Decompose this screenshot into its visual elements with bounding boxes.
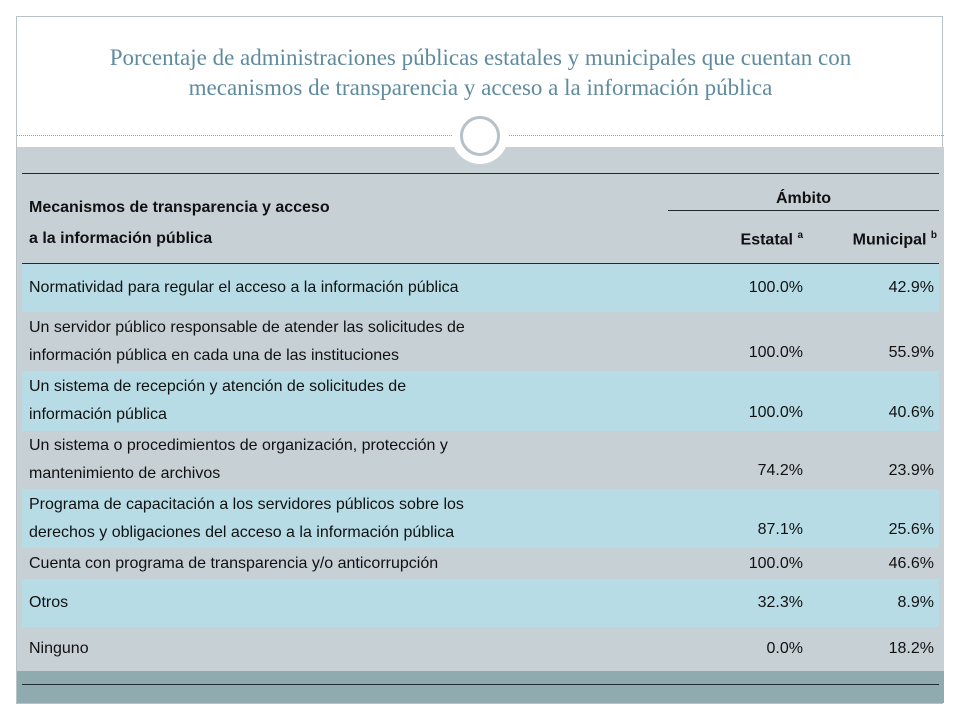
- table-row: Otros 32.3% 8.9%: [22, 579, 939, 627]
- row-label: Un sistema o procedimientos de organizac…: [29, 437, 448, 482]
- header-municipal: Municipal b: [852, 230, 937, 249]
- row-label: Otros: [29, 594, 69, 611]
- data-table: Mecanismos de transparencia y acceso a l…: [22, 173, 939, 671]
- table-bottom-rule: [22, 684, 939, 685]
- table-row: Un sistema de recepción y atención de so…: [22, 371, 939, 431]
- header-ambito: Ámbito: [775, 190, 832, 207]
- row-municipal-value: 46.6%: [888, 554, 934, 572]
- row-estatal-value: 100.0%: [748, 279, 803, 296]
- footer-bar: [17, 671, 944, 703]
- table-row: Normatividad para regular el acceso a la…: [22, 264, 939, 312]
- row-label: Normatividad para regular el acceso a la…: [29, 279, 459, 296]
- header-group-rule: [668, 210, 939, 211]
- ring-ornament-icon: [452, 108, 508, 164]
- row-label: Programa de capacitación a los servidore…: [29, 495, 464, 541]
- row-estatal-value: 100.0%: [748, 554, 803, 572]
- row-municipal-value: 42.9%: [888, 279, 934, 296]
- row-municipal-value: 8.9%: [897, 594, 934, 611]
- table-row: Un sistema o procedimientos de organizac…: [22, 431, 939, 489]
- header-estatal: Estatal a: [740, 230, 803, 249]
- table-header: Mecanismos de transparencia y acceso a l…: [22, 174, 939, 264]
- header-mechanisms-label: Mecanismos de transparencia y acceso a l…: [29, 199, 330, 247]
- row-estatal-value: 100.0%: [748, 404, 803, 421]
- slide-title: Porcentaje de administraciones públicas …: [17, 43, 944, 103]
- table-row: Cuenta con programa de transparencia y/o…: [22, 548, 939, 579]
- table-row: Ninguno 0.0% 18.2%: [22, 627, 939, 671]
- slide-frame: Porcentaje de administraciones públicas …: [16, 16, 944, 704]
- row-estatal-value: 87.1%: [757, 521, 803, 538]
- row-municipal-value: 23.9%: [888, 462, 934, 479]
- row-estatal-value: 100.0%: [748, 344, 803, 361]
- row-municipal-value: 55.9%: [888, 344, 934, 361]
- row-label: Un servidor público responsable de atend…: [29, 318, 465, 364]
- row-estatal-value: 0.0%: [766, 640, 803, 657]
- table-row: Programa de capacitación a los servidore…: [22, 489, 939, 548]
- row-label: Un sistema de recepción y atención de so…: [29, 378, 407, 423]
- title-line-2: mecanismos de transparencia y acceso a l…: [188, 75, 773, 100]
- row-label: Cuenta con programa de transparencia y/o…: [29, 554, 439, 572]
- row-municipal-value: 18.2%: [888, 640, 934, 657]
- row-estatal-value: 74.2%: [757, 462, 803, 479]
- title-line-1: Porcentaje de administraciones públicas …: [109, 45, 852, 70]
- row-label: Ninguno: [29, 640, 89, 657]
- row-municipal-value: 25.6%: [888, 521, 934, 538]
- row-municipal-value: 40.6%: [888, 404, 934, 421]
- table-body: Normatividad para regular el acceso a la…: [22, 264, 939, 671]
- table-row: Un servidor público responsable de atend…: [22, 312, 939, 371]
- row-estatal-value: 32.3%: [757, 594, 803, 611]
